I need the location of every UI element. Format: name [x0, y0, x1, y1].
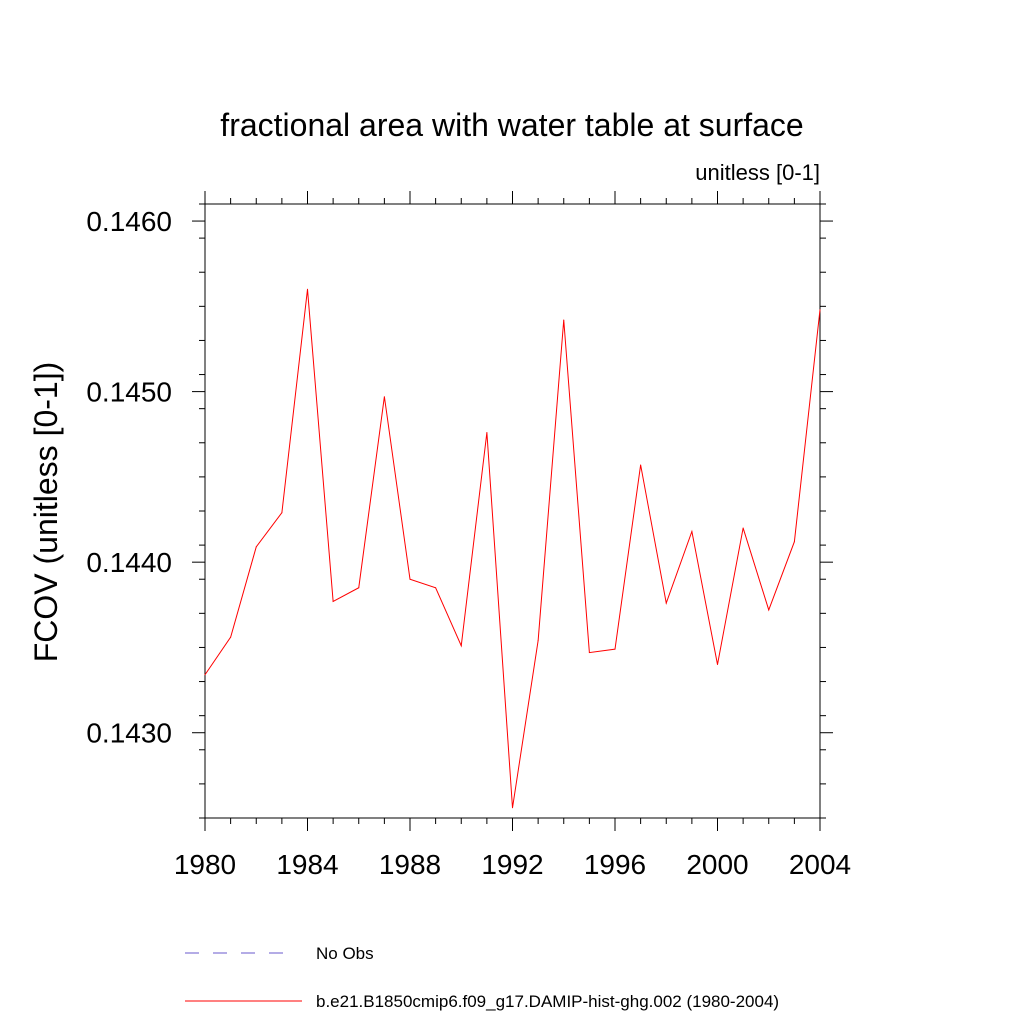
data-point — [537, 640, 539, 642]
data-point — [563, 319, 565, 321]
data-point — [435, 587, 437, 589]
data-point — [665, 602, 667, 604]
data-point — [793, 541, 795, 543]
series-layer — [204, 288, 821, 809]
y-tick-label: 0.1440 — [86, 547, 172, 578]
x-tick-label: 2000 — [686, 849, 748, 880]
legend-model-label: b.e21.B1850cmip6.f09_g17.DAMIP-hist-ghg.… — [316, 992, 779, 1011]
y-axis-label: FCOV (unitless [0-1]) — [28, 362, 64, 663]
legend-no-obs-label: No Obs — [316, 944, 374, 963]
y-tick-label: 0.1450 — [86, 377, 172, 408]
series-line-0 — [204, 289, 821, 808]
data-point — [255, 546, 257, 548]
data-point — [717, 664, 718, 665]
data-point — [383, 396, 385, 398]
x-tick-label: 1988 — [379, 849, 441, 880]
data-point — [588, 652, 590, 654]
x-tick-label: 1992 — [481, 849, 543, 880]
data-point — [204, 674, 206, 676]
data-point — [486, 432, 488, 434]
data-point — [768, 609, 770, 611]
axis-ticks — [192, 191, 833, 831]
data-point — [409, 578, 411, 580]
data-point — [512, 807, 513, 809]
data-point — [460, 645, 462, 647]
data-point — [307, 288, 308, 290]
data-point — [332, 600, 334, 602]
plot-frame — [204, 203, 821, 819]
y-tick-label: 0.1430 — [86, 718, 172, 749]
y-tick-label: 0.1460 — [86, 206, 172, 237]
data-point — [614, 648, 616, 650]
data-point — [358, 587, 360, 589]
data-point — [281, 512, 283, 514]
legend: No Obs b.e21.B1850cmip6.f09_g17.DAMIP-hi… — [185, 944, 779, 1011]
data-point — [742, 527, 744, 529]
chart-subtitle: unitless [0-1] — [695, 160, 820, 185]
data-point — [640, 464, 642, 466]
x-tick-label: 2004 — [789, 849, 851, 880]
x-tick-label: 1996 — [584, 849, 646, 880]
chart-title: fractional area with water table at surf… — [220, 107, 803, 143]
data-point — [691, 530, 693, 532]
x-tick-label: 1984 — [276, 849, 338, 880]
x-tick-label: 1980 — [174, 849, 236, 880]
data-point — [230, 636, 232, 638]
tick-labels: 1980 1984 1988 1992 1996 2000 2004 0.1430 0.1440… — [86, 206, 851, 880]
data-point — [819, 309, 821, 311]
